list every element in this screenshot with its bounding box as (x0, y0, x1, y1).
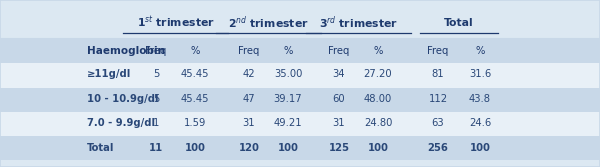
Text: 31.6: 31.6 (469, 69, 491, 79)
Text: 45.45: 45.45 (181, 69, 209, 79)
Text: Haemoglobin: Haemoglobin (87, 46, 165, 56)
Text: %: % (190, 46, 200, 56)
Text: 1.59: 1.59 (184, 118, 206, 128)
Text: 1$^{st}$ trimester: 1$^{st}$ trimester (137, 15, 215, 30)
Text: 100: 100 (185, 143, 205, 153)
Text: 1: 1 (153, 118, 159, 128)
Text: 125: 125 (329, 143, 349, 153)
Bar (0, 88, 600, 112)
Text: 35.00: 35.00 (274, 69, 302, 79)
Text: 7.0 - 9.9g/dl: 7.0 - 9.9g/dl (87, 118, 155, 128)
Text: 5: 5 (153, 69, 159, 79)
Text: Total: Total (444, 18, 474, 28)
Text: 43.8: 43.8 (469, 94, 491, 104)
Bar (0, 38, 600, 63)
Text: 45.45: 45.45 (181, 94, 209, 104)
Text: Freq: Freq (427, 46, 449, 56)
Text: Total: Total (87, 143, 115, 153)
Text: 31: 31 (332, 118, 346, 128)
Bar (0, 112, 600, 136)
Text: ≥11g/dl: ≥11g/dl (87, 69, 131, 79)
Text: Freq: Freq (238, 46, 260, 56)
Text: %: % (475, 46, 485, 56)
Bar (0, 63, 600, 88)
Text: 81: 81 (431, 69, 445, 79)
Bar (0, 136, 600, 160)
Text: 63: 63 (431, 118, 445, 128)
Text: 24.6: 24.6 (469, 118, 491, 128)
Text: 60: 60 (332, 94, 346, 104)
Text: 112: 112 (428, 94, 448, 104)
Text: 100: 100 (470, 143, 490, 153)
Text: 3$^{rd}$ trimester: 3$^{rd}$ trimester (319, 14, 398, 31)
Text: 48.00: 48.00 (364, 94, 392, 104)
Bar (0, 0, 600, 38)
Text: 5: 5 (153, 94, 159, 104)
Text: Freq: Freq (328, 46, 350, 56)
Text: 42: 42 (242, 69, 256, 79)
Text: 11: 11 (149, 143, 163, 153)
Text: %: % (373, 46, 383, 56)
Text: 120: 120 (239, 143, 259, 153)
Text: 39.17: 39.17 (274, 94, 302, 104)
Text: 49.21: 49.21 (274, 118, 302, 128)
Text: Freq: Freq (145, 46, 167, 56)
Text: 256: 256 (428, 143, 448, 153)
Text: 24.80: 24.80 (364, 118, 392, 128)
Text: 10 - 10.9g/dl: 10 - 10.9g/dl (87, 94, 158, 104)
Text: 31: 31 (242, 118, 256, 128)
Text: 2$^{nd}$ trimester: 2$^{nd}$ trimester (229, 14, 309, 31)
Text: %: % (283, 46, 293, 56)
Text: 100: 100 (368, 143, 388, 153)
Text: 100: 100 (278, 143, 298, 153)
Text: 27.20: 27.20 (364, 69, 392, 79)
Text: 34: 34 (333, 69, 345, 79)
Text: 47: 47 (242, 94, 256, 104)
